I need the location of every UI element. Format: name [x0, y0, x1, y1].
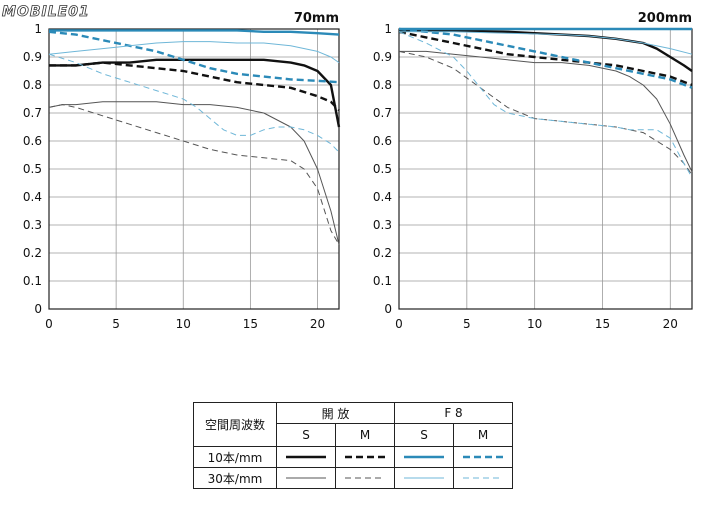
legend-cell — [335, 467, 395, 489]
legend-group-f8: F 8 — [394, 402, 513, 424]
y-tick-label: 0.6 — [23, 134, 42, 148]
x-tick-label: 15 — [243, 317, 258, 331]
legend-swatch — [463, 477, 503, 479]
y-tick-label: 0.7 — [373, 106, 392, 120]
y-tick-label: 0.5 — [23, 162, 42, 176]
x-tick-label: 0 — [45, 317, 53, 331]
chart-200mm: 00.10.20.30.40.50.60.70.80.910 5 10 15 20200… — [373, 11, 693, 331]
y-tick-label: 0.9 — [23, 50, 42, 64]
legend-row-30: 30本/mm — [193, 467, 513, 489]
y-tick-label: 1 — [384, 22, 392, 36]
legend-cell — [335, 446, 395, 468]
legend-group-open: 開 放 — [276, 402, 395, 424]
y-tick-label: 0.3 — [23, 218, 42, 232]
y-tick-label: 0 — [34, 302, 42, 316]
chart-70mm: 00.10.20.30.40.50.60.70.80.910 5 10 15 2070m… — [23, 11, 341, 331]
legend-swatch — [345, 477, 385, 479]
y-tick-label: 0.8 — [23, 78, 42, 92]
legend-spatial-frequency-label: 空間周波数 — [193, 402, 277, 447]
legend-col-f8-m: M — [453, 423, 513, 447]
series-line-open_10_S — [49, 58, 341, 128]
series-line-f8_30_M — [48, 53, 340, 153]
y-tick-label: 0.8 — [373, 78, 392, 92]
chart-title: 70mm — [294, 11, 339, 26]
legend-subheader-row: S M S M — [194, 423, 513, 447]
x-tick-label: 10 — [176, 317, 191, 331]
legend-swatch — [463, 455, 503, 459]
y-tick-label: 0.4 — [23, 190, 42, 204]
legend-col-f8-s: S — [394, 423, 454, 447]
y-tick-label: 0.9 — [373, 50, 392, 64]
chart-title: 200mm — [638, 11, 692, 26]
series-line-open_30_S — [399, 50, 693, 173]
y-tick-label: 0.6 — [373, 134, 392, 148]
legend-cell — [276, 467, 336, 489]
y-tick-label: 0.4 — [373, 190, 392, 204]
series-line-open_30_S — [48, 101, 340, 245]
legend-cell — [394, 446, 454, 468]
legend-row-10-label: 10本/mm — [193, 446, 277, 468]
legend-swatch — [286, 455, 326, 459]
legend-header-row: 空間周波数 開 放 F 8 — [193, 402, 513, 447]
y-tick-label: 0.7 — [23, 106, 42, 120]
x-tick-label: 15 — [595, 317, 610, 331]
x-tick-label: 5 — [112, 317, 120, 331]
mtf-charts: 00.10.20.30.40.50.60.70.80.910 5 10 15 2070m… — [23, 11, 693, 331]
mobile01-watermark: MOBILE01 — [2, 4, 90, 21]
legend-table: 空間周波数 開 放 F 8 S M S M 10本/mm 30本/mm — [193, 402, 513, 489]
x-tick-label: 5 — [463, 317, 471, 331]
series-line-open_30_M — [48, 104, 340, 245]
legend-cell — [453, 467, 513, 489]
x-tick-label: 20 — [310, 317, 325, 331]
y-tick-label: 1 — [34, 22, 42, 36]
y-tick-label: 0.1 — [23, 274, 42, 288]
x-tick-label: 0 — [395, 317, 403, 331]
legend-swatch — [286, 477, 326, 479]
y-tick-label: 0.5 — [373, 162, 392, 176]
y-tick-label: 0.1 — [373, 274, 392, 288]
legend-swatch — [345, 455, 385, 459]
series-line-f8_30_S — [48, 41, 340, 64]
x-tick-label: 10 — [527, 317, 542, 331]
series-line-open_10_S — [399, 29, 693, 72]
y-tick-label: 0.3 — [373, 218, 392, 232]
series-line-f8_30_S — [399, 31, 693, 55]
series-line-open_30_M — [398, 50, 693, 175]
watermark-text: MOBILE01 — [2, 4, 90, 20]
legend-row-10: 10本/mm — [193, 446, 513, 468]
series-line-f8_30_M — [398, 31, 693, 178]
legend-col-open-s: S — [276, 423, 336, 447]
series-line-f8_10_S — [49, 29, 340, 36]
x-tick-label: 20 — [663, 317, 678, 331]
series-line-open_10_M — [398, 30, 693, 87]
legend-cell — [394, 467, 454, 489]
legend-swatch — [404, 477, 444, 479]
series-line-f8_10_M — [48, 30, 340, 84]
legend-col-open-m: M — [335, 423, 395, 447]
legend-swatch — [404, 455, 444, 459]
legend-cell — [276, 446, 336, 468]
plot-frame — [48, 28, 340, 310]
y-tick-label: 0 — [384, 302, 392, 316]
legend-row-30-label: 30本/mm — [193, 467, 277, 489]
y-tick-label: 0.2 — [23, 246, 42, 260]
series-line-f8_10_M — [398, 27, 693, 89]
y-tick-label: 0.2 — [373, 246, 392, 260]
legend-cell — [453, 446, 513, 468]
